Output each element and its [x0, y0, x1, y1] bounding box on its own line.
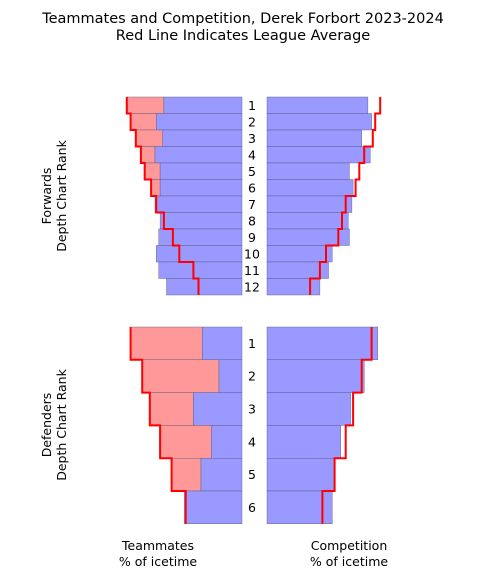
forwards-teammates-bar-9 [158, 228, 243, 246]
defenders-competition-bar-2 [266, 359, 365, 393]
forwards-teammates-bar-3 [162, 129, 243, 147]
defenders-competition-bar-6 [266, 490, 333, 524]
rank-label-forwards-8: 8 [248, 213, 256, 228]
defenders-competition-bar-3 [266, 392, 351, 426]
defenders-axis-label-sub: Depth Chart Rank [54, 368, 69, 480]
teammates-axis-label-sub: % of icetime [119, 554, 197, 569]
rank-label-defenders-5: 5 [248, 467, 256, 482]
forwards-teammates-excess-bar-3 [135, 129, 163, 147]
forwards-teammates-bar-1 [163, 96, 243, 114]
rank-label-defenders-3: 3 [248, 402, 256, 417]
forwards-axis-label-sub: Depth Chart Rank [54, 139, 69, 251]
forwards-teammates-bar-7 [154, 195, 243, 213]
forwards-competition-bar-3 [266, 129, 362, 147]
rank-label-forwards-3: 3 [248, 131, 256, 146]
defenders-teammates-bar-3 [193, 392, 243, 426]
defenders-teammates-excess-bar-2 [141, 359, 220, 393]
defenders-teammates-bar-6 [184, 490, 243, 524]
forwards-teammates-excess-bar-6 [150, 179, 161, 197]
defenders-competition-bar-5 [266, 458, 335, 492]
defenders-axis-label: Defenders [39, 393, 54, 458]
rank-label-defenders-6: 6 [248, 500, 256, 515]
forwards-teammates-excess-bar-1 [126, 96, 165, 114]
rank-label-forwards-11: 11 [244, 263, 260, 278]
defenders-teammates-excess-bar-4 [159, 425, 212, 459]
rank-label-forwards-9: 9 [248, 230, 256, 245]
rank-label-forwards-7: 7 [248, 197, 256, 212]
forwards-competition-bar-9 [266, 228, 350, 246]
rank-label-forwards-1: 1 [248, 98, 256, 113]
forwards-competition-league-average-line [309, 97, 382, 295]
defenders-teammates-bar-5 [200, 458, 243, 492]
forwards-competition-bar-1 [266, 96, 369, 114]
defenders-competition-bar-1 [266, 326, 378, 360]
defenders-teammates-bar-1 [202, 326, 243, 360]
forwards-axis-label: Forwards [39, 168, 54, 225]
rank-label-defenders-4: 4 [248, 434, 256, 449]
forwards-teammates-bar-12 [166, 278, 243, 296]
teammates-axis-label: Teammates [121, 538, 194, 553]
chart-title: Teammates and Competition, Derek Forbort… [41, 11, 444, 27]
defenders-teammates-excess-bar-5 [171, 458, 202, 492]
defenders-teammates-league-average-line [129, 327, 187, 524]
defenders-competition-league-average-line [321, 327, 373, 524]
rank-label-forwards-5: 5 [248, 164, 256, 179]
competition-axis-label: Competition [311, 538, 388, 553]
forwards-teammates-bar-10 [155, 245, 243, 263]
rank-label-forwards-4: 4 [248, 147, 256, 162]
forwards-teammates-excess-bar-5 [144, 162, 161, 180]
rank-label-forwards-10: 10 [244, 246, 260, 261]
forwards-competition-bar-2 [266, 113, 372, 131]
rank-label-forwards-2: 2 [248, 114, 256, 129]
forwards-competition-bar-10 [266, 245, 333, 263]
forwards-competition-bar-7 [266, 195, 353, 213]
defenders-competition-bar-4 [266, 425, 342, 459]
defenders-teammates-excess-bar-1 [130, 326, 203, 360]
chart-subtitle: Red Line Indicates League Average [116, 28, 370, 44]
forwards-teammates-excess-bar-4 [140, 146, 156, 164]
defenders-teammates-bar-2 [218, 359, 243, 393]
rank-label-forwards-12: 12 [244, 279, 260, 294]
competition-axis-label-sub: % of icetime [310, 554, 388, 569]
forwards-teammates-bar-4 [154, 146, 243, 164]
forwards-competition-bar-8 [266, 212, 349, 230]
forwards-teammates-league-average-line [125, 97, 200, 295]
forwards-teammates-bar-11 [158, 261, 243, 279]
forwards-teammates-bar-2 [155, 113, 243, 131]
forwards-competition-bar-5 [266, 162, 350, 180]
rank-label-defenders-2: 2 [248, 369, 256, 384]
forwards-teammates-bar-6 [159, 179, 243, 197]
defenders-teammates-excess-bar-3 [149, 392, 194, 426]
defenders-teammates-bar-4 [211, 425, 243, 459]
forwards-teammates-bar-5 [159, 162, 243, 180]
rank-label-defenders-1: 1 [248, 336, 256, 351]
forwards-competition-bar-6 [266, 179, 354, 197]
forwards-competition-bar-12 [266, 278, 321, 296]
forwards-teammates-bar-8 [159, 212, 243, 230]
forwards-teammates-excess-bar-2 [130, 113, 157, 131]
rank-label-forwards-6: 6 [248, 180, 256, 195]
forwards-competition-bar-4 [266, 146, 371, 164]
